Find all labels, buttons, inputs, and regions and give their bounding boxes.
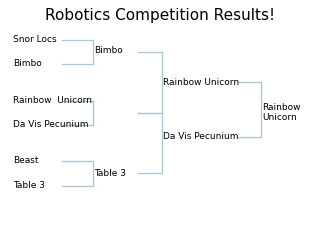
Text: Da Vis Pecunium: Da Vis Pecunium xyxy=(13,120,88,129)
Text: Bimbo: Bimbo xyxy=(13,59,42,68)
Text: Da Vis Pecunium: Da Vis Pecunium xyxy=(163,132,239,141)
Text: Table 3: Table 3 xyxy=(13,181,45,191)
Text: Table 3: Table 3 xyxy=(94,169,126,178)
Text: Bimbo: Bimbo xyxy=(94,46,123,55)
Text: Robotics Competition Results!: Robotics Competition Results! xyxy=(45,8,275,24)
Text: Rainbow  Unicorn: Rainbow Unicorn xyxy=(13,96,92,105)
Text: Snor Locs: Snor Locs xyxy=(13,35,56,44)
Text: Rainbow
Unicorn: Rainbow Unicorn xyxy=(262,103,301,122)
Text: Beast: Beast xyxy=(13,156,38,165)
Text: Rainbow Unicorn: Rainbow Unicorn xyxy=(163,78,239,87)
